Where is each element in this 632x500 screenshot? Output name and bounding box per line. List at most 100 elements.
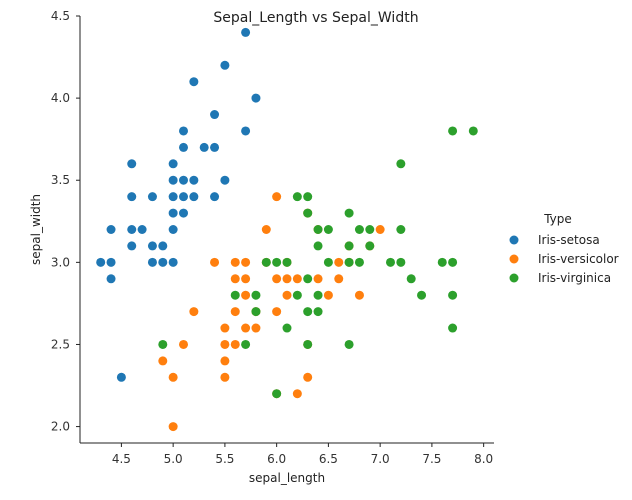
scatter-point (251, 323, 261, 333)
scatter-point (147, 241, 157, 251)
scatter-point (168, 372, 178, 382)
y-tick-label: 2.0 (51, 420, 70, 434)
y-tick-label: 2.5 (51, 337, 70, 351)
scatter-point (303, 208, 313, 218)
scatter-point (96, 257, 106, 267)
scatter-point (292, 274, 302, 284)
scatter-point (272, 389, 282, 399)
scatter-point (106, 225, 116, 234)
legend-label: Iris-virginica (538, 271, 611, 285)
scatter-point (396, 257, 406, 267)
scatter-point (448, 126, 458, 136)
scatter-point (292, 389, 302, 399)
scatter-point (116, 372, 126, 382)
scatter-point (230, 307, 240, 317)
scatter-point (241, 126, 251, 136)
scatter-point (220, 372, 230, 382)
series-group (96, 27, 261, 382)
scatter-point (220, 356, 230, 366)
scatter-point (168, 208, 178, 218)
legend: Type Iris-setosa Iris-versicolor Iris-virg… (509, 212, 619, 285)
scatter-point (406, 274, 416, 284)
scatter-point (334, 274, 344, 284)
scatter-point (189, 77, 199, 87)
legend-label: Iris-versicolor (538, 252, 619, 266)
scatter-point (323, 290, 333, 300)
scatter-point (344, 208, 354, 218)
scatter-point (272, 257, 282, 267)
scatter-point (323, 257, 333, 267)
x-tick-label: 6.5 (319, 452, 338, 466)
scatter-point (354, 225, 364, 234)
scatter-point (210, 192, 220, 202)
scatter-point (179, 208, 188, 218)
scatter-point (272, 192, 282, 202)
scatter-point (147, 257, 157, 267)
scatter-point (261, 257, 271, 267)
scatter-point (220, 323, 230, 333)
scatter-point (313, 307, 323, 317)
scatter-point (282, 290, 292, 300)
scatter-point (292, 192, 302, 202)
scatter-point (189, 192, 199, 202)
scatter-point (313, 225, 323, 234)
scatter-point (386, 257, 395, 267)
plot-area (96, 27, 478, 432)
scatter-point (396, 159, 406, 169)
x-tick-label: 7.0 (371, 452, 390, 466)
y-axis-ticks: 2.0 2.5 3.0 3.5 4.0 4.5 (51, 9, 80, 434)
series-group (158, 192, 385, 432)
scatter-point (354, 290, 364, 300)
scatter-point (127, 159, 137, 169)
scatter-point (241, 290, 251, 300)
scatter-point (251, 307, 261, 317)
scatter-point (448, 257, 458, 267)
chart-title: Sepal_Length vs Sepal_Width (213, 10, 418, 26)
scatter-point (241, 257, 251, 267)
scatter-point (168, 422, 178, 432)
y-tick-label: 3.5 (51, 173, 70, 187)
scatter-point (147, 192, 157, 202)
scatter-point (334, 257, 344, 267)
scatter-point (179, 339, 188, 349)
scatter-point (448, 323, 458, 333)
x-axis-ticks: 4.5 5.0 5.5 6.0 6.5 7.0 7.5 8.0 (112, 443, 493, 466)
scatter-point (272, 307, 282, 317)
scatter-point (230, 290, 240, 300)
scatter-point (292, 290, 302, 300)
x-tick-label: 6.0 (267, 452, 286, 466)
scatter-point (220, 339, 230, 349)
scatter-point (106, 257, 116, 267)
scatter-point (127, 241, 137, 251)
scatter-point (437, 257, 447, 267)
scatter-point (179, 192, 188, 202)
legend-title: Type (543, 212, 572, 226)
scatter-point (354, 257, 364, 267)
scatter-point (230, 339, 240, 349)
scatter-point (272, 274, 282, 284)
scatter-point (158, 339, 168, 349)
legend-marker (509, 273, 519, 283)
scatter-point (303, 192, 313, 202)
scatter-point (365, 225, 375, 234)
x-tick-label: 8.0 (474, 452, 493, 466)
scatter-point (251, 290, 261, 300)
scatter-point (168, 175, 178, 185)
scatter-point (158, 356, 168, 366)
scatter-point (313, 274, 323, 284)
scatter-point (168, 257, 178, 267)
scatter-point (241, 274, 251, 284)
x-tick-label: 7.5 (422, 452, 441, 466)
x-tick-label: 5.5 (215, 452, 234, 466)
scatter-point (210, 142, 220, 152)
y-tick-label: 4.5 (51, 9, 70, 23)
scatter-point (313, 290, 323, 300)
scatter-point (303, 307, 313, 317)
series-group (158, 126, 478, 399)
scatter-point (189, 175, 199, 185)
scatter-point (313, 241, 323, 251)
y-tick-label: 4.0 (51, 91, 70, 105)
scatter-point (127, 192, 137, 202)
scatter-point (396, 225, 406, 234)
y-tick-label: 3.0 (51, 255, 70, 269)
